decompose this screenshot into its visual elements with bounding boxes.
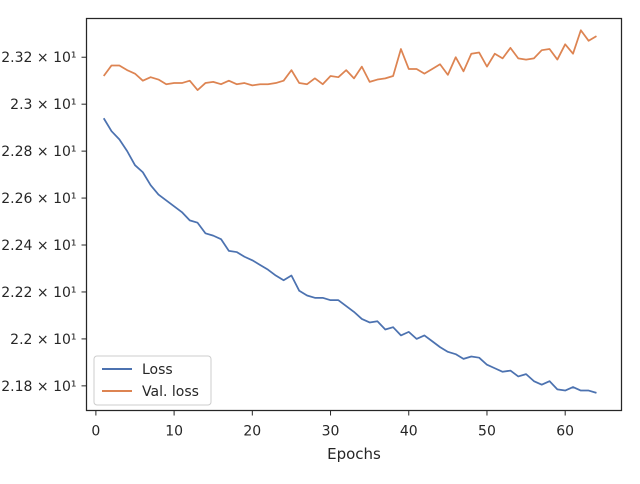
x-tick-label: 50 [478,424,496,440]
series-line-loss [102,117,597,394]
y-tick-label: 2.2 × 10¹ [10,332,76,348]
y-tick-label: 2.26 × 10¹ [1,191,76,207]
y-tick-label: 2.3 × 10¹ [10,97,76,113]
x-tick-label: 30 [322,424,340,440]
series-line-val-loss [103,29,597,91]
y-tick-label: 2.32 × 10¹ [1,50,76,66]
x-tick-label: 20 [243,424,261,440]
y-axis-ticks: 2.18 × 10¹ 2.2 × 10¹ 2.22 × 10¹ 2.24 × 10¹ 2… [1,50,87,395]
x-tick-label: 60 [556,424,574,440]
x-axis-label: Epochs [327,445,381,463]
legend-label-loss: Loss [142,362,173,378]
axes-frame [85,17,623,412]
series-layer [102,29,597,394]
legend-label-val-loss: Val. loss [142,384,199,400]
y-tick-label: 2.18 × 10¹ [1,379,76,395]
x-tick-label: 40 [400,424,418,440]
x-tick-label: 10 [165,424,183,440]
y-tick-label: 2.24 × 10¹ [1,238,76,254]
y-tick-label: 2.28 × 10¹ [1,144,76,160]
legend: Loss Val. loss [93,355,212,406]
x-tick-label: 0 [91,424,100,440]
x-axis-ticks: 0 10 20 30 40 50 60 [91,410,574,440]
y-tick-label: 2.22 × 10¹ [1,285,76,301]
